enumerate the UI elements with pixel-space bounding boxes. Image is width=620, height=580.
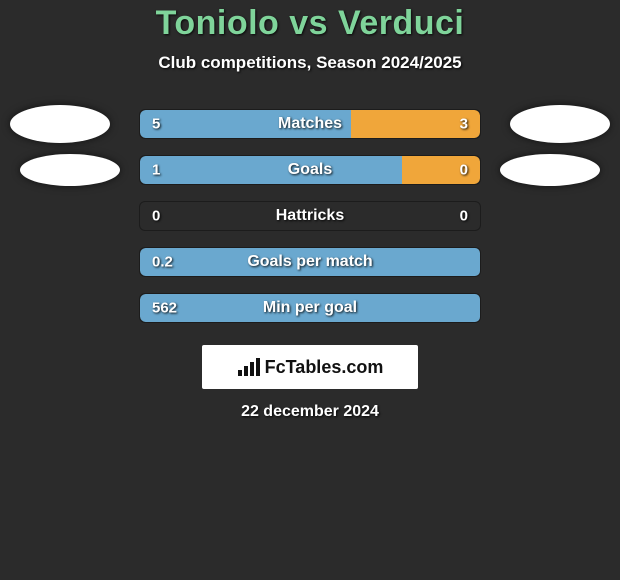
bar-chart-icon [237,358,261,376]
stat-bar: 5 Matches 3 [139,109,481,139]
stat-label: Hattricks [140,207,480,225]
team-right-avatar [500,154,600,186]
stats-list: 5 Matches 3 1 Goals 0 0 Hattricks [0,101,620,331]
bar-right-fill [402,156,480,184]
stat-value-left: 5 [152,116,160,133]
stat-value-right: 0 [460,208,468,225]
fctables-logo[interactable]: FcTables.com [202,345,418,389]
bar-left-fill [140,110,351,138]
stat-bar: 0.2 Goals per match [139,247,481,277]
stat-bar: 1 Goals 0 [139,155,481,185]
page-subtitle: Club competitions, Season 2024/2025 [0,53,620,73]
player-left-avatar [10,105,110,143]
stat-value-left: 0.2 [152,254,173,271]
page-title: Toniolo vs Verduci [0,4,620,43]
comparison-widget: Toniolo vs Verduci Club competitions, Se… [0,0,620,421]
stat-row: 0 Hattricks 0 [0,193,620,239]
stat-bar: 562 Min per goal [139,293,481,323]
stat-bar: 0 Hattricks 0 [139,201,481,231]
stat-value-left: 562 [152,300,177,317]
logo-text: FcTables.com [265,357,384,378]
bar-left-fill [140,294,480,322]
stat-value-left: 0 [152,208,160,225]
bar-left-fill [140,156,402,184]
stat-row: 1 Goals 0 [0,147,620,193]
stat-value-right: 0 [460,162,468,179]
stat-row: 5 Matches 3 [0,101,620,147]
footer-date: 22 december 2024 [0,403,620,421]
stat-value-left: 1 [152,162,160,179]
player-right-avatar [510,105,610,143]
stat-value-right: 3 [460,116,468,133]
stat-row: 562 Min per goal [0,285,620,331]
stat-row: 0.2 Goals per match [0,239,620,285]
team-left-avatar [20,154,120,186]
bar-left-fill [140,248,480,276]
